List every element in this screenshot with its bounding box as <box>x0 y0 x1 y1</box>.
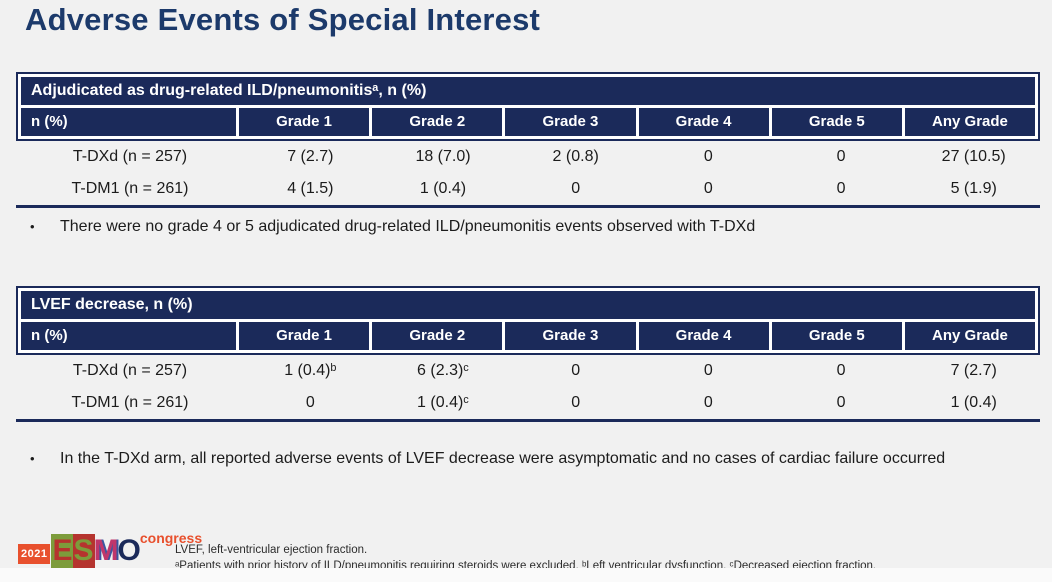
lvef-bullet: • In the T-DXd arm, all reported adverse… <box>30 448 1010 469</box>
column-header: Grade 3 <box>505 322 636 350</box>
cell: 27 (10.5) <box>941 148 1006 165</box>
column-header: Grade 1 <box>239 108 370 136</box>
cell: 0 <box>571 362 581 379</box>
logo-letter: M <box>93 534 119 567</box>
cell: 1 (0.4) <box>419 180 467 197</box>
column-header: Grade 5 <box>771 108 902 136</box>
column-header: Grade 4 <box>638 108 769 136</box>
cell: 1 (0.4) <box>950 394 997 411</box>
table-body: T-DXd (n = 257) 1 (0.4)ᵇ 6 (2.3)ᶜ 0 0 0 … <box>16 355 1040 422</box>
column-header: Any Grade <box>904 108 1036 136</box>
column-header: Grade 4 <box>638 322 769 350</box>
logo-letter: S <box>72 534 95 568</box>
cell: 0 <box>703 148 713 165</box>
cell: 5 (1.9) <box>950 180 997 197</box>
bullet-text: In the T-DXd arm, all reported adverse e… <box>60 450 946 467</box>
cell: 4 (1.5) <box>287 180 334 197</box>
bullet-text: There were no grade 4 or 5 adjudicated d… <box>60 218 756 235</box>
cell: 6 (2.3)ᶜ <box>417 362 469 379</box>
row-label: T-DM1 (n = 261) <box>71 180 189 197</box>
cell: 18 (7.0) <box>415 148 471 165</box>
cell: 0 <box>836 180 846 197</box>
ild-pneumonitis-table: Adjudicated as drug-related ILD/pneumoni… <box>16 72 1040 208</box>
column-header: Grade 3 <box>505 108 636 136</box>
cell: 0 <box>305 394 315 411</box>
cell: 0 <box>836 362 846 379</box>
cell: 0 <box>571 180 581 197</box>
column-header: Grade 1 <box>239 322 370 350</box>
row-label: T-DM1 (n = 261) <box>71 394 189 411</box>
cell: 0 <box>703 180 713 197</box>
row-label: T-DXd (n = 257) <box>72 148 188 165</box>
cell: 1 (0.4)ᶜ <box>417 394 469 411</box>
cell: 7 (2.7) <box>287 148 334 165</box>
logo-congress-label: congress <box>139 530 203 546</box>
column-header: Grade 5 <box>771 322 902 350</box>
table-row: T-DXd (n = 257) 7 (2.7) 18 (7.0) 2 (0.8)… <box>16 141 1040 173</box>
footnote-line: LVEF, left-ventricular ejection fraction… <box>175 544 368 556</box>
cell: 0 <box>703 394 713 411</box>
bottom-strip <box>0 568 1052 582</box>
table-row: T-DM1 (n = 261) 4 (1.5) 1 (0.4) 0 0 0 5 … <box>16 173 1040 205</box>
bullet-marker: • <box>30 219 35 234</box>
column-header: Grade 2 <box>372 108 503 136</box>
table-row: T-DM1 (n = 261) 0 1 (0.4)ᶜ 0 0 0 1 (0.4) <box>16 387 1040 419</box>
table-band-title: Adjudicated as drug-related ILD/pneumoni… <box>21 77 1035 105</box>
logo-year-badge: 2021 <box>18 544 51 564</box>
cell: 0 <box>571 394 581 411</box>
column-header: Any Grade <box>904 322 1036 350</box>
lvef-decrease-table: LVEF decrease, n (%) n (%) Grade 1 Grade… <box>16 286 1040 422</box>
column-header-row: n (%) Grade 1 Grade 2 Grade 3 Grade 4 Gr… <box>21 322 1036 350</box>
table-body: T-DXd (n = 257) 7 (2.7) 18 (7.0) 2 (0.8)… <box>16 141 1040 208</box>
table-header-block: Adjudicated as drug-related ILD/pneumoni… <box>16 72 1040 141</box>
bullet-marker: • <box>30 451 35 466</box>
column-header-row: n (%) Grade 1 Grade 2 Grade 3 Grade 4 Gr… <box>21 108 1036 136</box>
column-header: n (%) <box>21 322 236 350</box>
page-title: Adverse Events of Special Interest <box>25 2 541 37</box>
logo-letter: O <box>117 534 141 567</box>
logo-letter: E <box>51 534 74 568</box>
cell: 2 (0.8) <box>552 148 599 165</box>
column-header: n (%) <box>21 108 236 136</box>
cell: 7 (2.7) <box>950 362 997 379</box>
esmo-wordmark: E S M O <box>51 534 141 568</box>
ild-bullet: • There were no grade 4 or 5 adjudicated… <box>30 216 1010 237</box>
cell: 1 (0.4)ᵇ <box>284 362 337 379</box>
table-header-block: LVEF decrease, n (%) n (%) Grade 1 Grade… <box>16 286 1040 355</box>
cell: 0 <box>703 362 713 379</box>
esmo-congress-logo: 2021 E S M O congress <box>18 530 203 568</box>
table-row: T-DXd (n = 257) 1 (0.4)ᵇ 6 (2.3)ᶜ 0 0 0 … <box>16 355 1040 387</box>
footer: 2021 E S M O congress LVEF, left-ventric… <box>0 526 1052 582</box>
row-label: T-DXd (n = 257) <box>72 362 188 379</box>
cell: 0 <box>836 394 846 411</box>
cell: 0 <box>836 148 846 165</box>
column-header: Grade 2 <box>372 322 503 350</box>
table-band-title: LVEF decrease, n (%) <box>21 291 1035 319</box>
